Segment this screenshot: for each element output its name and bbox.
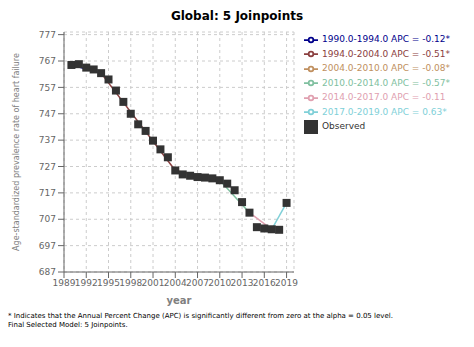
svg-text:767: 767: [39, 56, 56, 66]
html-text:Final Selected Model: 5 Joinpo: Final Selected Model: 5 Joinpoints.: [8, 321, 128, 329]
svg-text:2016: 2016: [253, 278, 276, 288]
html-text:2004.0-2010.0 APC = -0.08*: 2004.0-2010.0 APC = -0.08*: [322, 63, 450, 73]
svg-text:2001: 2001: [142, 278, 165, 288]
html-text:1990.0-1994.0 APC = -0.12*: 1990.0-1994.0 APC = -0.12*: [322, 34, 450, 44]
svg-text:697: 697: [39, 241, 56, 251]
html-text:2014.0-2017.0 APC = -0.11: 2014.0-2017.0 APC = -0.11: [322, 92, 446, 102]
svg-text:2007: 2007: [186, 278, 209, 288]
html-text:* Indicates that the Annual Pe: * Indicates that the Annual Percent Chan…: [8, 312, 393, 320]
svg-text:1998: 1998: [119, 278, 142, 288]
svg-text:777: 777: [39, 30, 56, 40]
svg-text:1989: 1989: [53, 278, 76, 288]
svg-text:687: 687: [39, 267, 56, 277]
html-text:Global: 5 Joinpoints: Global: 5 Joinpoints: [170, 9, 304, 23]
svg-text:727: 727: [39, 162, 56, 172]
html-text:Observed: Observed: [322, 121, 366, 131]
svg-text:2019: 2019: [275, 278, 298, 288]
html-text:2017.0-2019.0 APC = 0.63*: 2017.0-2019.0 APC = 0.63*: [322, 106, 447, 117]
svg-text:737: 737: [39, 135, 56, 145]
svg-text:757: 757: [39, 83, 56, 93]
svg-text:2013: 2013: [231, 278, 254, 288]
svg-text:747: 747: [39, 109, 56, 119]
svg-text:Age-standardized prevalence ra: Age-standardized prevalence rate of hear…: [12, 53, 21, 251]
html-text:2010.0-2014.0 APC = -0.57*: 2010.0-2014.0 APC = -0.57*: [322, 77, 450, 88]
html-text:1994.0-2004.0 APC = -0.51*: 1994.0-2004.0 APC = -0.51*: [322, 48, 450, 59]
svg-text:2010: 2010: [208, 278, 231, 288]
svg-text:707: 707: [39, 214, 56, 224]
svg-text:1992: 1992: [75, 278, 98, 288]
svg-text:1995: 1995: [97, 278, 120, 288]
svg-text:year: year: [167, 295, 192, 306]
svg-text:2004: 2004: [164, 278, 187, 288]
svg-text:717: 717: [39, 188, 56, 198]
